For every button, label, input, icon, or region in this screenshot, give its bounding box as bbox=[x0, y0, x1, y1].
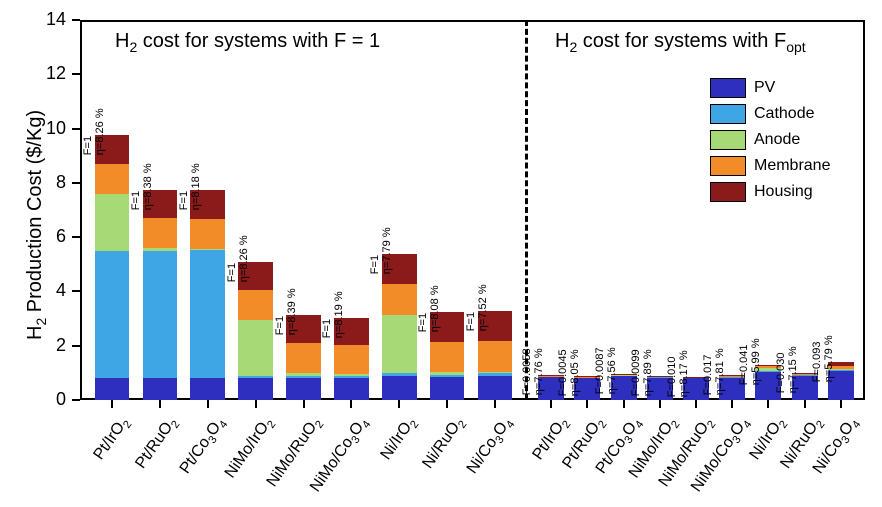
legend-swatch bbox=[710, 130, 746, 150]
bar-annotation: F=1η=7.79 % bbox=[369, 227, 393, 274]
bar-segment-anode bbox=[430, 372, 464, 375]
panel-title: H2 cost for systems with Fopt bbox=[555, 30, 806, 55]
bar-segment-anode bbox=[286, 373, 320, 376]
bar-segment-membrane bbox=[286, 343, 320, 373]
bar-segment-anode bbox=[190, 249, 224, 251]
bar-annotation: F=0.0087η=7.56 % bbox=[593, 347, 617, 394]
bar-segment-membrane bbox=[382, 284, 416, 315]
bar-annotation: F=0.0058η=7.76 % bbox=[521, 349, 545, 396]
bar-annotation: F=1η=7.52 % bbox=[465, 284, 489, 331]
ytick-label: 0 bbox=[32, 389, 66, 410]
bar-segment-anode bbox=[238, 320, 272, 376]
bar-segment-pv bbox=[334, 378, 368, 400]
bar-segment-anode bbox=[478, 372, 512, 374]
bar-annotation: F=1η=8.26 % bbox=[82, 109, 106, 156]
legend-label: Anode bbox=[754, 131, 800, 149]
bar-annotation: F=1η=8.08 % bbox=[417, 286, 441, 333]
legend-label: Membrane bbox=[754, 157, 830, 175]
bar-annotation: F=1η=8.19 % bbox=[321, 292, 345, 339]
bar-annotation: F=0.010η=8.17 % bbox=[666, 350, 690, 397]
bar-segment-membrane bbox=[190, 219, 224, 249]
legend-label: PV bbox=[754, 79, 775, 97]
bar-annotation: F=0.0045η=8.05 % bbox=[557, 350, 581, 397]
bar-segment-anode bbox=[95, 194, 129, 251]
bar-annotation: F=1η=8.18 % bbox=[178, 164, 202, 211]
xtick-label: Ni/IrO2 bbox=[378, 414, 422, 465]
legend-swatch bbox=[710, 78, 746, 98]
bar-segment-membrane bbox=[143, 218, 177, 248]
bar-segment-cathode bbox=[334, 376, 368, 378]
bar-segment-pv bbox=[190, 378, 224, 400]
bar-segment-pv bbox=[430, 377, 464, 400]
bar-segment-pv bbox=[143, 378, 177, 400]
xtick-label: Ni/RuO2 bbox=[419, 414, 469, 474]
bar-annotation: F=0.093η=5.79 % bbox=[811, 335, 835, 382]
bar-segment-pv bbox=[478, 376, 512, 400]
bar-segment-membrane bbox=[95, 164, 129, 194]
bar-annotation: F=0.0099η=7.89 % bbox=[630, 349, 654, 396]
bar-segment-cathode bbox=[238, 376, 272, 378]
panel-title: H2 cost for systems with F = 1 bbox=[115, 30, 380, 55]
bar-segment-cathode bbox=[430, 375, 464, 377]
bar-annotation: F=0.030η=7.15 % bbox=[774, 346, 798, 393]
xtick-label: Pt/RuO2 bbox=[132, 414, 182, 474]
bar-segment-pv bbox=[95, 378, 129, 400]
legend-swatch bbox=[710, 182, 746, 202]
y-axis-label: H2 Production Cost ($/Kg) bbox=[24, 110, 49, 340]
bar-segment-cathode bbox=[95, 251, 129, 378]
bar-segment-pv bbox=[238, 378, 272, 400]
bar-annotation: F=1η=8.39 % bbox=[273, 288, 297, 335]
panel-divider bbox=[525, 20, 528, 400]
bar-segment-membrane bbox=[430, 342, 464, 372]
legend-label: Housing bbox=[754, 183, 813, 201]
bar-segment-pv bbox=[286, 378, 320, 400]
bar-segment-cathode bbox=[478, 373, 512, 375]
bar-annotation: F=1η=8.38 % bbox=[130, 163, 154, 210]
h2-cost-chart: 02468101214H2 Production Cost ($/Kg)H2 c… bbox=[0, 0, 882, 507]
xtick-label: Ni/Co3O4 bbox=[464, 414, 518, 479]
bar-segment-pv bbox=[382, 376, 416, 400]
legend-label: Cathode bbox=[754, 105, 815, 123]
bar-segment-cathode bbox=[190, 250, 224, 378]
ytick-label: 14 bbox=[32, 9, 66, 30]
bar-annotation: F=0.041η=5.99 % bbox=[738, 338, 762, 385]
bar-segment-anode bbox=[382, 315, 416, 373]
bar-segment-cathode bbox=[286, 376, 320, 378]
bar-segment-cathode bbox=[143, 251, 177, 378]
bar-segment-cathode bbox=[382, 373, 416, 375]
ytick-label: 12 bbox=[32, 63, 66, 84]
bar-segment-membrane bbox=[238, 290, 272, 320]
bar-segment-membrane bbox=[478, 341, 512, 371]
legend-swatch bbox=[710, 156, 746, 176]
bar-segment-anode bbox=[334, 374, 368, 376]
bar-annotation: F=0.017η=7.81 % bbox=[702, 349, 726, 396]
bar-segment-anode bbox=[143, 248, 177, 251]
xtick-label: Pt/IrO2 bbox=[90, 414, 134, 465]
bar-segment-membrane bbox=[334, 345, 368, 374]
legend-swatch bbox=[710, 104, 746, 124]
bar-annotation: F=1η=8.26 % bbox=[225, 235, 249, 282]
